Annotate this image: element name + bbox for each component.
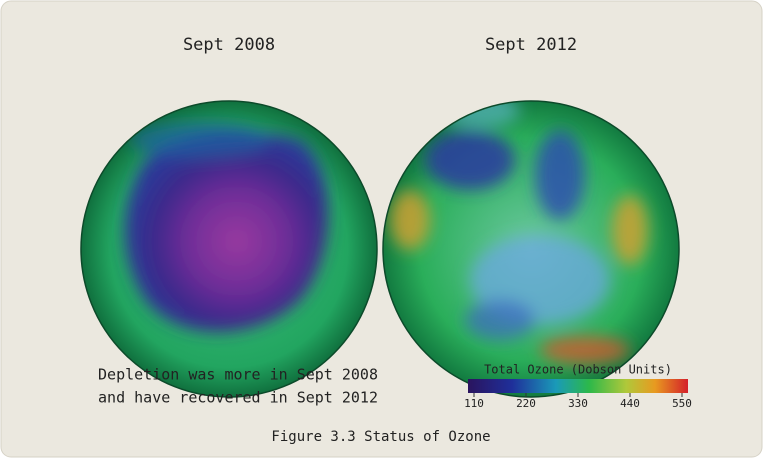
caption: Figure 3.3 Status of Ozone bbox=[271, 429, 490, 445]
colorbar-tick-label: 550 bbox=[672, 397, 692, 410]
note-line: and have recovered in Sept 2012 bbox=[98, 389, 378, 407]
colorbar bbox=[468, 379, 688, 393]
colorbar-tick-label: 220 bbox=[516, 397, 536, 410]
panel-title: Sept 2008 bbox=[183, 35, 275, 55]
note-line: Depletion was more in Sept 2008 bbox=[98, 366, 378, 384]
colorbar-title: Total Ozone (Dobson Units) bbox=[484, 363, 672, 377]
globe-2008 bbox=[80, 100, 378, 398]
colorbar-tick-label: 440 bbox=[620, 397, 640, 410]
panel-title: Sept 2012 bbox=[485, 35, 577, 55]
globe-2012 bbox=[382, 100, 680, 398]
colorbar-tick-label: 330 bbox=[568, 397, 588, 410]
colorbar-tick-label: 110 bbox=[464, 397, 484, 410]
